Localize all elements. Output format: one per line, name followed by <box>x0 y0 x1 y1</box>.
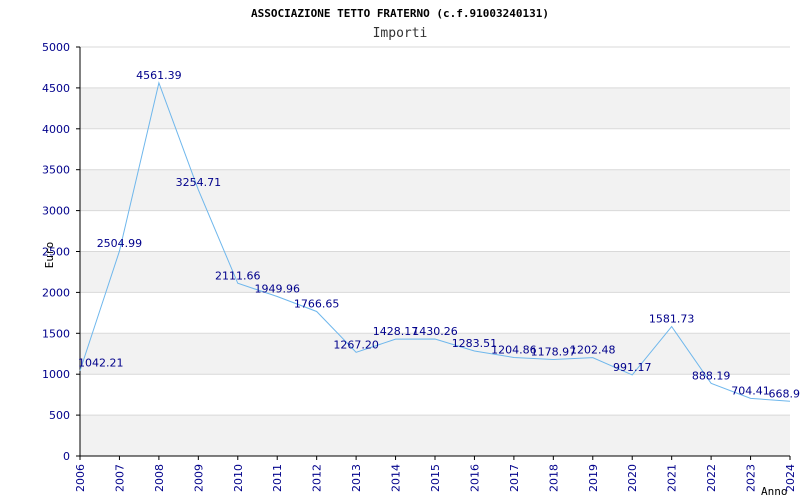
data-label: 1766.65 <box>294 297 340 310</box>
x-axis-label: Anno <box>761 485 788 498</box>
x-tick-labels: 2006 2007 2008 2009 2010 2011 2012 2013 2014 2015… <box>74 464 797 492</box>
y-tick-label: 1500 <box>42 327 70 340</box>
x-tick-label: 2023 <box>745 464 758 492</box>
y-tick-label: 3000 <box>42 205 70 218</box>
x-tick-label: 2024 <box>784 464 797 492</box>
x-tick-label: 2007 <box>113 464 126 492</box>
data-label: 1042.21 <box>78 357 124 370</box>
x-tick-label: 2009 <box>192 464 205 492</box>
chart-title: ASSOCIAZIONE TETTO FRATERNO (c.f.9100324… <box>251 7 549 20</box>
axes <box>76 46 791 460</box>
data-label: 704.41 <box>731 384 770 397</box>
series-line-path <box>79 81 791 402</box>
gridlines <box>80 46 790 457</box>
data-label: 1178.97 <box>531 346 577 359</box>
y-tick-label: 4000 <box>42 123 70 136</box>
x-tick-label: 2013 <box>350 464 363 492</box>
plot-bands <box>80 87 790 456</box>
y-tick-label: 1000 <box>42 368 70 381</box>
data-label: 1202.48 <box>570 344 616 357</box>
x-tick-label: 2021 <box>666 464 679 492</box>
plot-band <box>80 333 790 375</box>
y-tick-label: 0 <box>63 450 70 463</box>
data-label: 3254.71 <box>176 176 222 189</box>
x-tick-label: 2022 <box>705 464 718 492</box>
x-tick-label: 2017 <box>508 464 521 492</box>
data-label: 4561.39 <box>136 69 182 82</box>
data-label: 1581.73 <box>649 313 695 326</box>
x-tick-label: 2006 <box>74 464 87 492</box>
data-label: 2111.66 <box>215 269 261 282</box>
x-tick-label: 2019 <box>587 464 600 492</box>
data-label: 1283.51 <box>452 337 498 350</box>
plot-band <box>80 87 790 129</box>
y-axis-label: Euro <box>43 242 56 269</box>
y-tick-label: 4500 <box>42 82 70 95</box>
x-tick-label: 2012 <box>311 464 324 492</box>
x-tick-label: 2008 <box>153 464 166 492</box>
chart-subtitle: Importi <box>373 26 428 41</box>
data-label: 1949.96 <box>254 282 300 295</box>
data-label: 1267.20 <box>333 338 379 351</box>
data-label: 991.17 <box>613 361 652 374</box>
x-tick-label: 2011 <box>271 464 284 492</box>
y-tick-label: 500 <box>49 409 70 422</box>
data-label: 2504.99 <box>97 237 143 250</box>
x-tick-label: 2010 <box>232 464 245 492</box>
y-tick-labels: 0 500 1000 1500 2000 2500 3000 3500 4000 4500 5000 <box>42 41 70 463</box>
data-label: 668.9 <box>769 387 800 400</box>
x-tick-label: 2014 <box>390 464 403 492</box>
x-tick-label: 2016 <box>468 464 481 492</box>
x-tick-label: 2018 <box>547 464 560 492</box>
y-tick-label: 2500 <box>42 246 70 259</box>
x-tick-label: 2020 <box>626 464 639 492</box>
plot-band <box>80 415 790 456</box>
plot-band <box>80 251 790 293</box>
data-label: 888.19 <box>692 369 731 382</box>
y-tick-label: 2000 <box>42 286 70 299</box>
series-line <box>79 81 791 402</box>
x-tick-label: 2015 <box>429 464 442 492</box>
data-label: 1204.86 <box>491 343 537 356</box>
y-tick-label: 5000 <box>42 41 70 54</box>
y-tick-label: 3500 <box>42 164 70 177</box>
data-label: 1430.26 <box>412 325 458 338</box>
data-label: 1428.17 <box>373 325 419 338</box>
data-labels: 1042.21 2504.99 4561.39 3254.71 2111.661949.… <box>78 69 800 400</box>
